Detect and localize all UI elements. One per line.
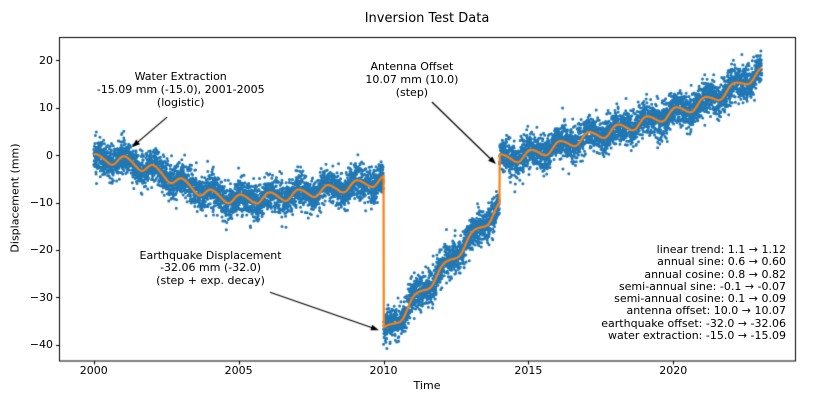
annotation-line: (step + exp. decay)	[156, 274, 265, 288]
annotation-line: (logistic)	[156, 95, 205, 109]
y-tick-label: −40	[29, 338, 53, 352]
y-tick-label: 10	[39, 101, 53, 115]
estimates-box: linear trend: 1.1 → 1.12 annual sine: 0.6…	[601, 243, 787, 343]
annotation-line: 10.07 mm (10.0)	[365, 73, 459, 87]
annotation-water-extraction: Water Extraction -15.09 mm (-15.0), 2001-…	[96, 70, 265, 109]
annotation-earthquake-displacement: Earthquake Displacement -32.06 mm (-32.0)…	[139, 248, 282, 288]
y-tick-label: 20	[39, 53, 53, 67]
x-tick-label: 2020	[659, 364, 688, 377]
annotation-line: Water Extraction	[134, 70, 227, 84]
estimate-line: annual sine: 0.6 → 0.60	[657, 255, 786, 269]
x-tick-label: 2010	[369, 364, 398, 377]
annotation-line: (step)	[395, 85, 429, 99]
estimate-line: annual cosine: 0.8 → 0.82	[644, 267, 786, 281]
annotation-line: -32.06 mm (-32.0)	[160, 261, 261, 275]
x-tick-label: 2000	[79, 364, 108, 377]
y-tick-label: −20	[29, 243, 53, 257]
estimate-line: linear trend: 1.1 → 1.12	[656, 243, 786, 256]
y-tick-label: −10	[29, 196, 53, 210]
y-tick-label: 0	[46, 148, 53, 162]
estimate-line: semi-annual cosine: 0.1 → 0.09	[614, 292, 786, 306]
x-tick-label: 2005	[224, 364, 253, 377]
estimate-line: water extraction: -15.0 → -15.09	[608, 329, 786, 343]
estimate-line: semi-annual sine: -0.1 → -0.07	[618, 279, 786, 293]
annotation-line: Antenna Offset	[370, 60, 454, 74]
annotation-line: Earthquake Displacement	[139, 248, 282, 262]
y-tick-label: −30	[29, 290, 53, 304]
estimate-line: earthquake offset: -32.0 → -32.06	[601, 316, 786, 330]
annotation-line: -15.09 mm (-15.0), 2001-2005	[96, 83, 265, 97]
annotation-antenna-offset: Antenna Offset 10.07 mm (10.0) (step)	[365, 61, 458, 99]
x-axis-label: Time	[413, 379, 441, 392]
x-tick-label: 2015	[514, 364, 543, 377]
estimate-line: antenna offset: 10.0 → 10.07	[626, 304, 787, 318]
chart-title: Inversion Test Data	[364, 11, 490, 26]
